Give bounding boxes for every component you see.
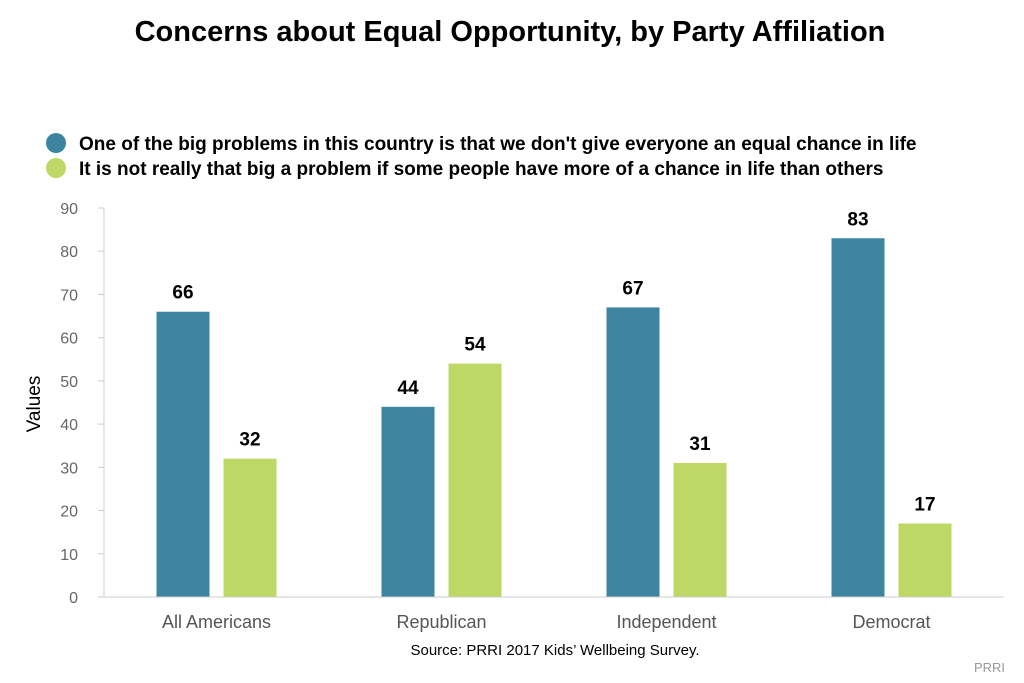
x-tick-label: Independent [616, 612, 716, 632]
y-tick-label: 10 [60, 547, 78, 564]
y-tick-label: 80 [60, 244, 78, 261]
data-label: 44 [397, 378, 419, 399]
y-tick-label: 0 [69, 590, 78, 607]
x-tick-label: All Americans [162, 612, 271, 632]
chart-title: Concerns about Equal Opportunity, by Par… [135, 16, 886, 48]
data-label: 17 [914, 495, 935, 516]
bar [156, 311, 210, 597]
data-label: 67 [622, 278, 643, 299]
legend-marker-series-2 [46, 158, 66, 178]
bar [448, 363, 502, 597]
y-tick-label: 30 [60, 460, 78, 477]
bar [898, 523, 952, 597]
y-tick-label: 40 [60, 417, 78, 434]
legend: One of the big problems in this country … [46, 133, 917, 180]
y-tick-label: 70 [60, 287, 78, 304]
y-axis: 0 10 20 30 40 50 60 70 80 90 [60, 201, 105, 607]
bar [223, 458, 277, 597]
legend-marker-series-1 [46, 133, 66, 153]
y-axis-label: Values [24, 376, 45, 433]
data-label: 83 [847, 209, 868, 230]
bars: 66 32 44 54 67 31 83 17 [156, 209, 952, 597]
bar [606, 307, 660, 597]
data-label: 32 [239, 430, 260, 451]
x-tick-label: Republican [396, 612, 486, 632]
bar [673, 463, 727, 597]
bar [831, 238, 885, 597]
x-axis: All Americans Republican Independent Democr… [104, 596, 1004, 632]
x-tick-label: Democrat [852, 612, 930, 632]
y-tick-label: 60 [60, 331, 78, 348]
y-tick-label: 20 [60, 504, 78, 521]
data-label: 31 [689, 434, 711, 455]
y-tick-label: 90 [60, 201, 78, 218]
source-note: Source: PRRI 2017 Kids’ Wellbeing Survey… [410, 642, 699, 659]
legend-label-series-1: One of the big problems in this country … [79, 134, 917, 155]
data-label: 66 [172, 283, 193, 304]
credit-label: PRRI [974, 660, 1005, 675]
y-tick-label: 50 [60, 374, 78, 391]
bar [381, 406, 435, 597]
legend-label-series-2: It is not really that big a problem if s… [79, 159, 884, 180]
data-label: 54 [464, 335, 486, 356]
